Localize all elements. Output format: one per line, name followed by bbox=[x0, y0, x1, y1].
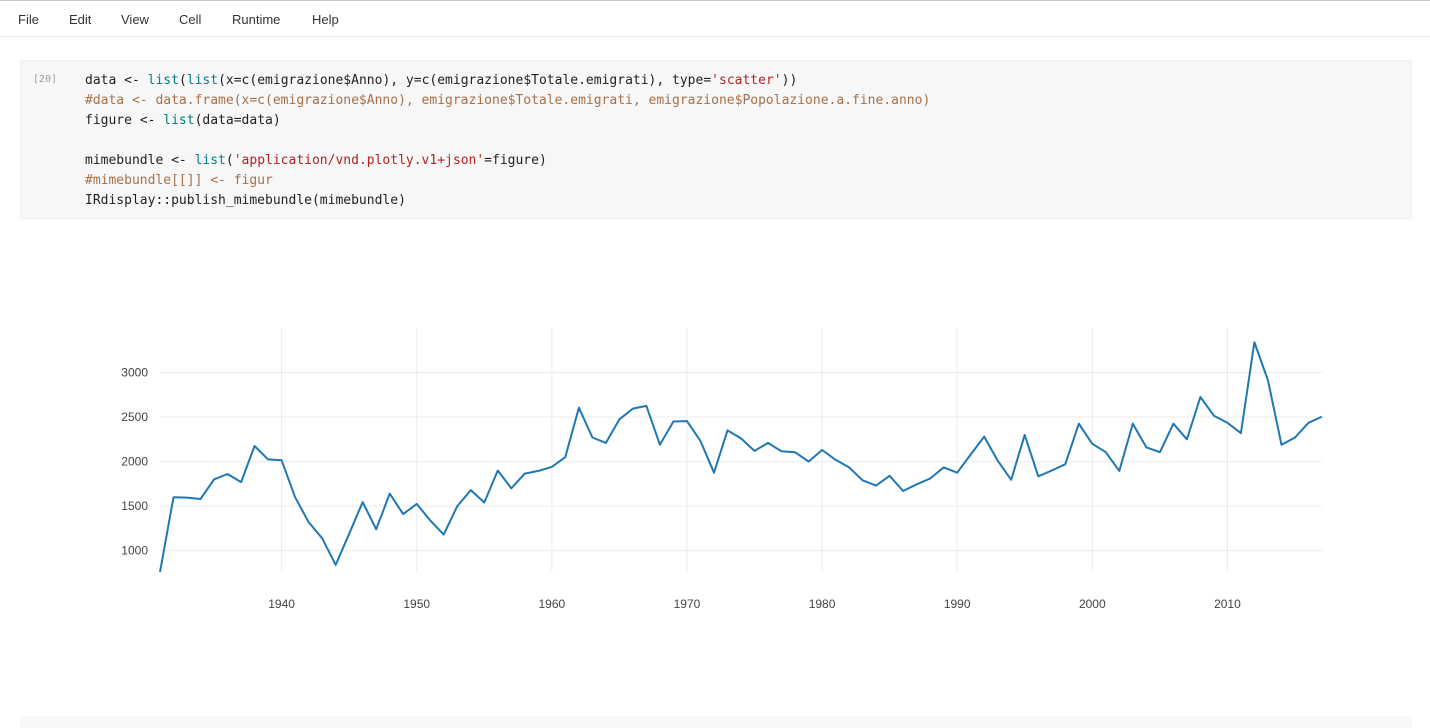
x-tick-label: 1990 bbox=[944, 597, 971, 611]
code-token: =figure) bbox=[484, 153, 547, 168]
code-line: figure <- list(data=data) bbox=[85, 111, 930, 131]
x-tick-label: 2000 bbox=[1079, 597, 1106, 611]
menu-cell[interactable]: Cell bbox=[179, 12, 202, 27]
menu-help[interactable]: Help bbox=[312, 12, 339, 27]
code-token: data <- bbox=[85, 73, 148, 88]
menu-file[interactable]: File bbox=[18, 12, 39, 27]
code-cell[interactable]: [20] data <- list(list(x=c(emigrazione$A… bbox=[20, 60, 1412, 219]
code-token: list bbox=[186, 73, 219, 88]
series-line[interactable] bbox=[159, 341, 1323, 573]
x-tick-label: 2010 bbox=[1214, 597, 1241, 611]
next-cell[interactable] bbox=[20, 716, 1412, 728]
x-gridlines bbox=[281, 328, 1228, 572]
code-token: IRdisplay::publish_mimebundle(mimebundle… bbox=[85, 193, 406, 208]
y-tick-label: 3000 bbox=[121, 366, 148, 380]
series-group bbox=[159, 341, 1323, 573]
code-token: 'application/vnd.plotly.v1+json' bbox=[233, 153, 485, 168]
menu-runtime[interactable]: Runtime bbox=[232, 12, 281, 27]
code-token: mimebundle <- bbox=[85, 153, 195, 168]
x-tick-label: 1950 bbox=[403, 597, 430, 611]
execution-count: [20] bbox=[33, 74, 58, 85]
x-tick-label: 1970 bbox=[674, 597, 701, 611]
menu-bar: File Edit View Cell Runtime Help bbox=[0, 0, 1430, 37]
y-tick-label: 1000 bbox=[121, 544, 148, 558]
x-tick-label: 1960 bbox=[538, 597, 565, 611]
code-line bbox=[85, 131, 930, 151]
code-token: #data <- data.frame(x=c(emigrazione$Anno… bbox=[85, 93, 931, 108]
code-token: list bbox=[194, 153, 226, 168]
code-line: IRdisplay::publish_mimebundle(mimebundle… bbox=[85, 191, 930, 211]
menu-view[interactable]: View bbox=[121, 12, 149, 27]
code-line: data <- list(list(x=c(emigrazione$Anno),… bbox=[85, 71, 930, 91]
menu-edit[interactable]: Edit bbox=[69, 12, 92, 27]
code-token: (x=c(emigrazione$Anno), y=c(emigrazione$… bbox=[218, 73, 712, 88]
line-chart[interactable]: 1000 1500 2000 2500 3000 1940 1950 1960 1970 198… bbox=[20, 240, 1412, 700]
cell-output: 1000 1500 2000 2500 3000 1940 1950 1960 1970 198… bbox=[20, 240, 1412, 700]
code-token: ( bbox=[178, 73, 187, 88]
y-tick-label: 2500 bbox=[121, 410, 148, 424]
code-line: #data <- data.frame(x=c(emigrazione$Anno… bbox=[85, 91, 930, 111]
code-line: #mimebundle[[]] <- figur bbox=[85, 171, 930, 191]
code-editor[interactable]: data <- list(list(x=c(emigrazione$Anno),… bbox=[85, 71, 930, 211]
code-token: )) bbox=[781, 73, 798, 88]
x-tick-label: 1980 bbox=[809, 597, 836, 611]
x-tick-label: 1940 bbox=[268, 597, 295, 611]
code-token: figure <- bbox=[85, 113, 164, 128]
code-token: #mimebundle[[]] <- figur bbox=[85, 173, 273, 188]
code-token: list bbox=[163, 113, 195, 128]
code-token: 'scatter' bbox=[711, 73, 782, 88]
y-axis-ticks: 1000 1500 2000 2500 3000 bbox=[121, 366, 148, 558]
y-gridlines bbox=[160, 372, 1322, 552]
code-token: ( bbox=[225, 153, 234, 168]
code-token: (data=data) bbox=[194, 113, 281, 128]
code-line: mimebundle <- list('application/vnd.plot… bbox=[85, 151, 930, 171]
y-tick-label: 2000 bbox=[121, 455, 148, 469]
code-token: list bbox=[147, 73, 179, 88]
y-tick-label: 1500 bbox=[121, 499, 148, 513]
x-axis-ticks: 1940 1950 1960 1970 1980 1990 2000 2010 bbox=[268, 597, 1241, 611]
